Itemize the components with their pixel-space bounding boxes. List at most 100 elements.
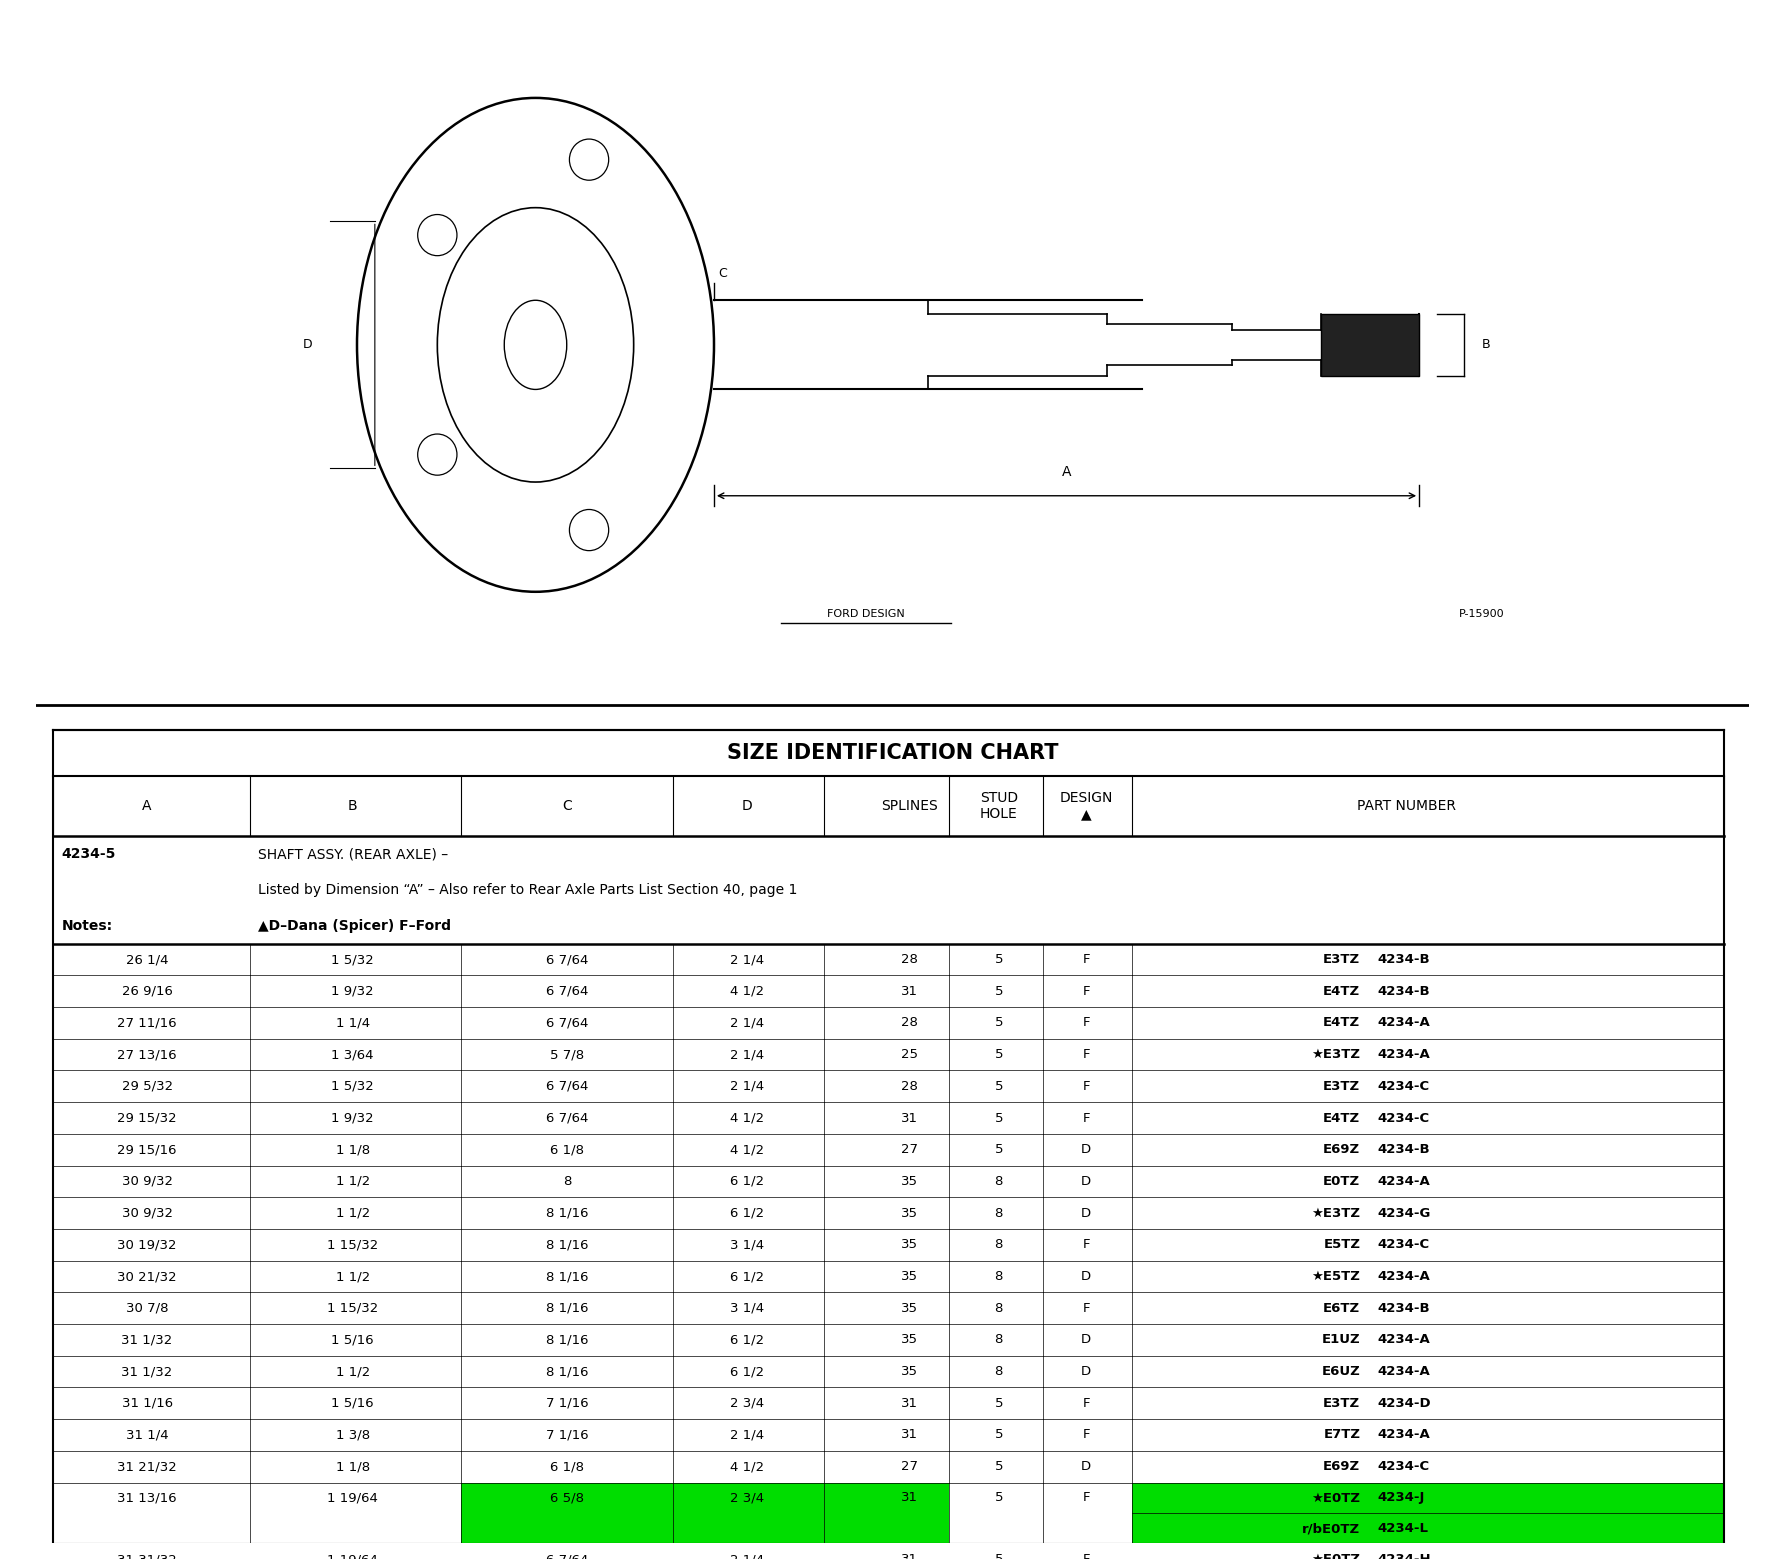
Text: 2 3/4: 2 3/4 bbox=[730, 1397, 764, 1409]
Text: 30 9/32: 30 9/32 bbox=[121, 1175, 173, 1188]
Text: 28: 28 bbox=[901, 953, 917, 967]
Text: 4234-B: 4234-B bbox=[1378, 1143, 1430, 1157]
Text: 4234-B: 4234-B bbox=[1378, 985, 1430, 998]
Text: 27: 27 bbox=[901, 1461, 917, 1473]
Text: DESIGN
▲: DESIGN ▲ bbox=[1060, 790, 1112, 822]
Text: D: D bbox=[1082, 1143, 1091, 1157]
Text: 1 9/32: 1 9/32 bbox=[332, 985, 375, 998]
Text: 4 1/2: 4 1/2 bbox=[730, 1461, 764, 1473]
Text: 8 1/16: 8 1/16 bbox=[546, 1238, 589, 1252]
Text: 5 7/8: 5 7/8 bbox=[550, 1048, 584, 1062]
Text: 2 3/4: 2 3/4 bbox=[730, 1492, 764, 1504]
Text: 31 1/32: 31 1/32 bbox=[121, 1366, 173, 1378]
Text: 4234-D: 4234-D bbox=[1378, 1397, 1432, 1409]
Text: 27 11/16: 27 11/16 bbox=[118, 1016, 177, 1029]
Text: FORD DESIGN: FORD DESIGN bbox=[826, 610, 905, 619]
Text: 5: 5 bbox=[994, 953, 1003, 967]
Text: 1 1/4: 1 1/4 bbox=[336, 1016, 369, 1029]
Text: E4TZ: E4TZ bbox=[1323, 1112, 1360, 1124]
Text: r/bE0TZ: r/bE0TZ bbox=[1303, 1522, 1360, 1536]
Text: 4 1/2: 4 1/2 bbox=[730, 1143, 764, 1157]
Text: D: D bbox=[1082, 1271, 1091, 1283]
Text: 6 1/2: 6 1/2 bbox=[730, 1175, 764, 1188]
Text: 1 1/8: 1 1/8 bbox=[336, 1143, 369, 1157]
Text: 4234-5: 4234-5 bbox=[61, 847, 116, 861]
Text: 2 1/4: 2 1/4 bbox=[730, 1016, 764, 1029]
Text: 1 9/32: 1 9/32 bbox=[332, 1112, 375, 1124]
Text: 4234-C: 4234-C bbox=[1378, 1080, 1430, 1093]
Text: 5: 5 bbox=[994, 985, 1003, 998]
Text: 8: 8 bbox=[994, 1302, 1003, 1314]
Text: 31 31/32: 31 31/32 bbox=[118, 1553, 177, 1559]
Text: 4234-H: 4234-H bbox=[1378, 1553, 1432, 1559]
Text: 31 1/16: 31 1/16 bbox=[121, 1397, 173, 1409]
Text: A: A bbox=[1062, 465, 1071, 479]
Text: 7 1/16: 7 1/16 bbox=[546, 1397, 589, 1409]
Text: E1UZ: E1UZ bbox=[1321, 1333, 1360, 1347]
Text: 1 5/16: 1 5/16 bbox=[332, 1397, 375, 1409]
Text: 4 1/2: 4 1/2 bbox=[730, 1112, 764, 1124]
Text: F: F bbox=[1082, 1016, 1091, 1029]
Bar bbox=[461, 1483, 673, 1545]
Text: E0TZ: E0TZ bbox=[1323, 1175, 1360, 1188]
Text: 6 1/8: 6 1/8 bbox=[550, 1143, 584, 1157]
Text: ★E5TZ: ★E5TZ bbox=[1312, 1271, 1360, 1283]
Text: 6 1/8: 6 1/8 bbox=[550, 1461, 584, 1473]
Text: 31: 31 bbox=[901, 985, 917, 998]
Text: 8: 8 bbox=[994, 1175, 1003, 1188]
Text: 30 9/32: 30 9/32 bbox=[121, 1207, 173, 1219]
Text: 2 1/4: 2 1/4 bbox=[730, 953, 764, 967]
Text: 8: 8 bbox=[994, 1271, 1003, 1283]
Text: E69Z: E69Z bbox=[1323, 1143, 1360, 1157]
Text: 8: 8 bbox=[562, 1175, 571, 1188]
Text: 1 1/2: 1 1/2 bbox=[336, 1175, 369, 1188]
Text: D: D bbox=[303, 338, 312, 351]
Text: 8: 8 bbox=[994, 1366, 1003, 1378]
Text: F: F bbox=[1082, 1428, 1091, 1442]
Bar bbox=[1132, 1483, 1724, 1514]
Text: C: C bbox=[562, 800, 571, 814]
Text: B: B bbox=[1482, 338, 1490, 351]
Text: 2 1/4: 2 1/4 bbox=[730, 1048, 764, 1062]
Text: SHAFT ASSY. (REAR AXLE) –: SHAFT ASSY. (REAR AXLE) – bbox=[259, 847, 448, 861]
Text: 31: 31 bbox=[901, 1428, 917, 1442]
Text: 1 19/64: 1 19/64 bbox=[327, 1553, 378, 1559]
Text: Notes:: Notes: bbox=[61, 918, 112, 932]
Bar bbox=[1321, 313, 1419, 376]
Text: 35: 35 bbox=[901, 1207, 917, 1219]
Text: 5: 5 bbox=[994, 1428, 1003, 1442]
Text: STUD
HOLE: STUD HOLE bbox=[980, 790, 1017, 822]
Text: 5: 5 bbox=[994, 1553, 1003, 1559]
Text: 1 3/8: 1 3/8 bbox=[336, 1428, 369, 1442]
Text: 4234-B: 4234-B bbox=[1378, 1302, 1430, 1314]
Text: C: C bbox=[719, 267, 726, 279]
Text: 31: 31 bbox=[901, 1553, 917, 1559]
Text: D: D bbox=[1082, 1461, 1091, 1473]
Text: F: F bbox=[1082, 1553, 1091, 1559]
Text: 4234-J: 4234-J bbox=[1378, 1492, 1424, 1504]
Text: 30 7/8: 30 7/8 bbox=[125, 1302, 168, 1314]
Text: 5: 5 bbox=[994, 1080, 1003, 1093]
Text: 2 1/4: 2 1/4 bbox=[730, 1553, 764, 1559]
Text: 28: 28 bbox=[901, 1016, 917, 1029]
Text: 6 1/2: 6 1/2 bbox=[730, 1271, 764, 1283]
Text: 6 1/2: 6 1/2 bbox=[730, 1207, 764, 1219]
Text: 25: 25 bbox=[901, 1048, 917, 1062]
Text: F: F bbox=[1082, 1112, 1091, 1124]
Text: Listed by Dimension “A” – Also refer to Rear Axle Parts List Section 40, page 1: Listed by Dimension “A” – Also refer to … bbox=[259, 882, 798, 896]
Text: 4234-C: 4234-C bbox=[1378, 1112, 1430, 1124]
Text: 6 7/64: 6 7/64 bbox=[546, 985, 587, 998]
Text: 8 1/16: 8 1/16 bbox=[546, 1333, 589, 1347]
Text: 8 1/16: 8 1/16 bbox=[546, 1207, 589, 1219]
Text: 3 1/4: 3 1/4 bbox=[730, 1238, 764, 1252]
Text: 6 7/64: 6 7/64 bbox=[546, 1016, 587, 1029]
Text: 27 13/16: 27 13/16 bbox=[118, 1048, 177, 1062]
Text: E6UZ: E6UZ bbox=[1321, 1366, 1360, 1378]
Text: 1 5/32: 1 5/32 bbox=[332, 953, 375, 967]
Text: 4234-L: 4234-L bbox=[1378, 1522, 1428, 1536]
Text: 4234-A: 4234-A bbox=[1378, 1428, 1430, 1442]
Text: 5: 5 bbox=[994, 1112, 1003, 1124]
Text: 8 1/16: 8 1/16 bbox=[546, 1271, 589, 1283]
Text: F: F bbox=[1082, 1492, 1091, 1504]
Bar bbox=[825, 1545, 950, 1559]
